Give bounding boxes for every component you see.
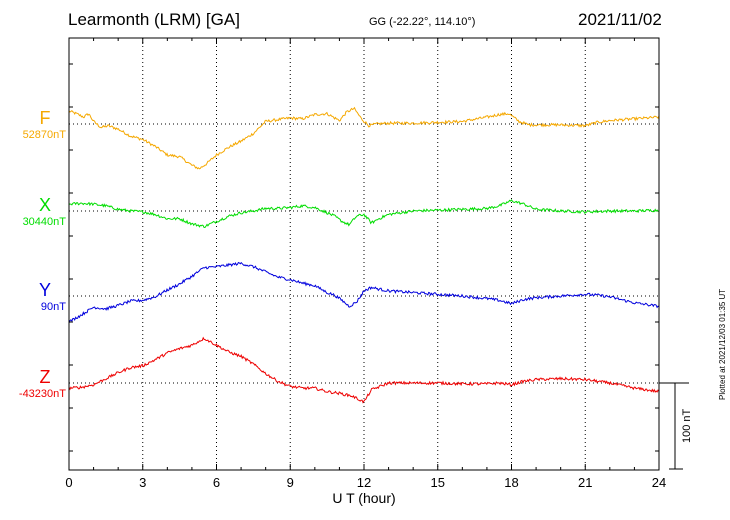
coordinates-label: GG (-22.22°, 114.10°) (369, 16, 476, 28)
x-tick-label: 21 (578, 475, 592, 490)
x-tick-label: 6 (213, 475, 220, 490)
x-tick-label: 24 (652, 475, 666, 490)
component-label-z: Z (39, 367, 51, 387)
x-tick-label: 18 (504, 475, 518, 490)
component-baseline-z: -43230nT (18, 388, 66, 400)
series-y-line (68, 261, 660, 324)
component-baseline-y: 90nT (40, 301, 66, 313)
date-label: 2021/11/02 (578, 10, 662, 29)
tick-layer: 0 3 6 9 12 15 18 21 24 (65, 38, 666, 490)
plotted-timestamp: Plotted at 2021/12/03 01:35 UT (718, 288, 727, 400)
scale-bar (659, 382, 689, 470)
series-layer (68, 106, 660, 404)
series-x-line (68, 199, 660, 229)
component-label-x: X (38, 195, 51, 215)
x-axis-label: U T (hour) (332, 490, 395, 506)
grid-layer (69, 38, 659, 470)
x-tick-label: 9 (287, 475, 294, 490)
series-f-line (68, 106, 660, 170)
scale-bar-label: 100 nT (681, 408, 693, 443)
series-z-line (68, 336, 660, 404)
x-tick-label: 12 (357, 475, 371, 490)
component-baseline-x: 30440nT (22, 216, 66, 228)
component-label-y: Y (38, 280, 51, 300)
station-title: Learmonth (LRM) [GA] (68, 10, 240, 29)
component-baseline-f: 52870nT (22, 129, 66, 141)
x-tick-label: 15 (431, 475, 445, 490)
x-tick-label: 3 (139, 475, 146, 490)
x-tick-label: 0 (65, 475, 72, 490)
component-label-f: F (39, 108, 51, 128)
